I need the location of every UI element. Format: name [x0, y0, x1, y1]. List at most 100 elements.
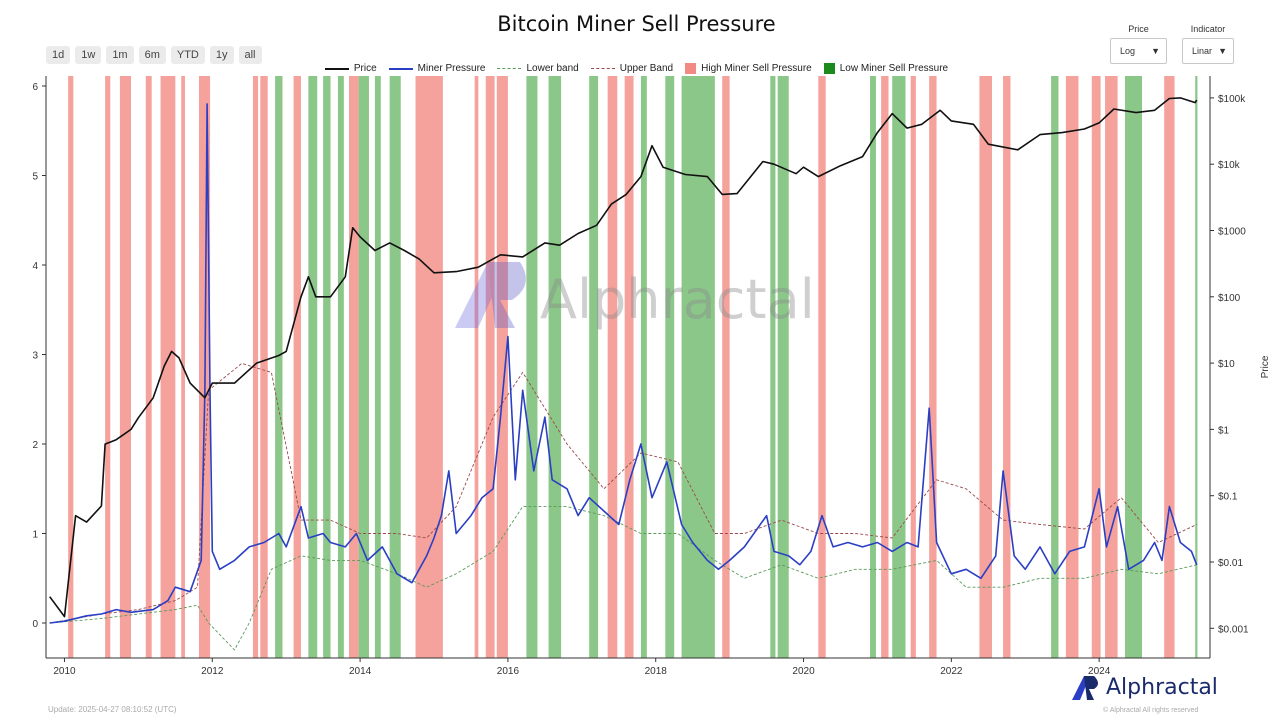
range-selector: 1d 1w 1m 6m YTD 1y all	[46, 46, 262, 64]
watermark: Alphractal	[455, 262, 815, 331]
range-button-1w[interactable]: 1w	[75, 46, 102, 64]
low-pressure-zone	[374, 76, 381, 658]
right-tick-label: $10k	[1218, 160, 1241, 171]
low-pressure-zone	[526, 76, 538, 658]
lower-band-line	[49, 506, 1197, 651]
low-pressure-zone	[681, 76, 715, 658]
left-tick-label: 4	[32, 261, 38, 272]
legend-item-high-pressure[interactable]: High Miner Sell Pressure	[685, 63, 812, 74]
low-pressure-zone	[389, 76, 401, 658]
legend-label-low-pressure: Low Miner Sell Pressure	[839, 63, 949, 74]
legend-item-lower-band[interactable]: Lower band	[497, 63, 579, 74]
range-button-1m[interactable]: 1m	[106, 46, 134, 64]
x-tick-label: 2012	[201, 666, 224, 677]
alphractal-logo-icon	[455, 262, 526, 328]
watermark-text: Alphractal	[540, 268, 815, 331]
left-tick-label: 1	[32, 530, 38, 541]
low-pressure-zone	[770, 76, 776, 658]
alphractal-logo-icon	[1072, 676, 1098, 700]
left-tick-label: 2	[32, 440, 38, 451]
copyright-notice: © Alphractal All rights reserved	[1103, 707, 1199, 714]
high-pressure-zone	[818, 76, 826, 658]
legend-item-price[interactable]: Price	[324, 63, 377, 74]
high-pressure-zone	[607, 76, 618, 658]
chart-legend: Price Miner Pressure Lower band Upper Ba…	[0, 63, 1273, 74]
indicator-scale-select[interactable]: Linar ▼	[1182, 38, 1234, 64]
range-button-ytd[interactable]: YTD	[170, 46, 205, 64]
brand-logo: Alphractal	[1070, 672, 1218, 702]
legend-swatch-price	[324, 67, 349, 70]
high-pressure-zone	[979, 76, 992, 658]
high-pressure-zone	[474, 76, 479, 658]
right-tick-label: $0.001	[1218, 624, 1249, 635]
range-button-all[interactable]: all	[238, 46, 262, 64]
high-pressure-zone	[293, 76, 301, 658]
legend-item-low-pressure[interactable]: Low Miner Sell Pressure	[823, 63, 949, 74]
low-pressure-zone	[892, 76, 906, 658]
x-tick-label: 2022	[940, 666, 963, 677]
left-tick-label: 0	[32, 619, 38, 630]
low-pressure-zone	[589, 76, 599, 658]
right-tick-label: $1	[1218, 425, 1230, 436]
price-line	[49, 97, 1198, 618]
legend-swatch-upper-band	[590, 68, 615, 69]
legend-swatch-high-pressure	[685, 63, 697, 74]
legend-item-miner-pressure[interactable]: Miner Pressure	[388, 63, 486, 74]
high-pressure-zone	[624, 76, 634, 658]
high-pressure-zone	[1091, 76, 1101, 658]
high-pressure-zone	[252, 76, 259, 658]
high-pressure-zone	[415, 76, 443, 658]
legend-label-upper-band: Upper Band	[619, 63, 674, 74]
indicator-scale-label: Indicator	[1190, 24, 1226, 34]
price-scale-control: Price Log ▼	[1110, 24, 1167, 64]
low-pressure-zone	[665, 76, 675, 658]
high-pressure-zone	[1003, 76, 1011, 658]
high-pressure-zone	[68, 76, 74, 658]
miner-pressure-line	[49, 103, 1198, 624]
range-button-1d[interactable]: 1d	[46, 46, 71, 64]
high-pressure-zone	[929, 76, 937, 658]
right-axis-label: Price	[1260, 355, 1271, 378]
low-pressure-zone	[358, 76, 369, 658]
legend-label-miner-pressure: Miner Pressure	[417, 63, 486, 74]
high-pressure-zone	[485, 76, 495, 658]
high-pressure-zone	[881, 76, 889, 658]
left-tick-label: 3	[32, 351, 38, 362]
legend-swatch-miner-pressure	[388, 67, 413, 70]
right-tick-label: $100	[1218, 293, 1241, 304]
high-pressure-zone	[1164, 76, 1175, 658]
chart-title: Bitcoin Miner Sell Pressure	[497, 12, 776, 36]
high-pressure-zone	[119, 76, 131, 658]
low-pressure-zone	[337, 76, 344, 658]
low-pressure-zone	[275, 76, 283, 658]
update-timestamp: Update: 2025-04-27 08:10:52 (UTC)	[48, 705, 177, 714]
indicator-scale-control: Indicator Linar ▼	[1182, 24, 1234, 64]
low-pressure-zone	[640, 76, 647, 658]
range-button-6m[interactable]: 6m	[138, 46, 166, 64]
high-pressure-zone	[145, 76, 152, 658]
high-pressure-zone	[910, 76, 916, 658]
legend-item-upper-band[interactable]: Upper Band	[590, 63, 674, 74]
right-tick-label: $100k	[1218, 94, 1246, 105]
right-tick-label: $0.1	[1218, 492, 1238, 503]
range-button-1y[interactable]: 1y	[209, 46, 234, 64]
legend-label-lower-band: Lower band	[526, 63, 579, 74]
x-tick-label: 2020	[792, 666, 815, 677]
high-pressure-zone	[105, 76, 111, 658]
high-pressure-zone	[496, 76, 508, 658]
x-tick-label: 2014	[349, 666, 372, 677]
indicator-scale-value: Linar	[1192, 46, 1213, 56]
x-tick-label: 2018	[645, 666, 668, 677]
legend-swatch-lower-band	[497, 68, 522, 69]
price-scale-select[interactable]: Log ▼	[1110, 38, 1167, 64]
low-pressure-zone	[1125, 76, 1143, 658]
zones-layer	[68, 76, 1198, 658]
low-pressure-zone	[777, 76, 789, 658]
axes-layer: 0 1 2 3 4 5 6 $0.001 $0.01 $0.1 $1 $10 $100 $1000 $10k…	[32, 76, 1271, 677]
chevron-down-icon: ▼	[1151, 46, 1160, 56]
x-tick-label: 2024	[1088, 666, 1111, 677]
price-scale-label: Price	[1128, 24, 1149, 34]
high-pressure-zone	[1065, 76, 1079, 658]
left-tick-label: 5	[32, 172, 38, 183]
